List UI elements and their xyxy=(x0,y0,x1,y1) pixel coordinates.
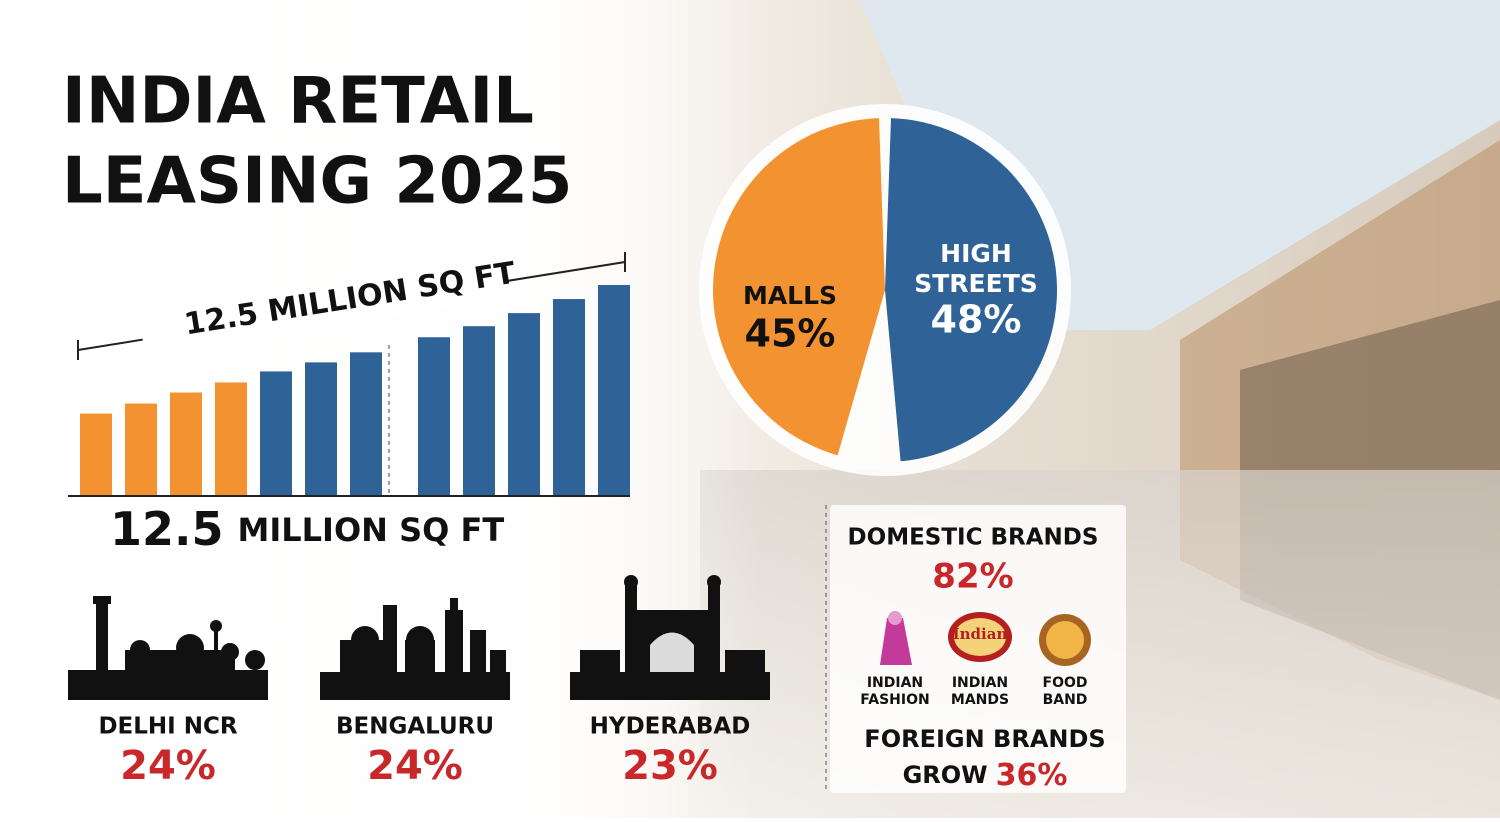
bar xyxy=(598,285,630,495)
bar xyxy=(463,326,495,495)
bar xyxy=(215,382,247,495)
fashion-icon xyxy=(880,611,912,665)
city-value: 24% xyxy=(120,743,216,789)
banner-bg xyxy=(139,261,511,355)
foreign-value: 36% xyxy=(996,758,1068,793)
city-name: BENGALURU xyxy=(336,714,494,740)
pie-value: 48% xyxy=(931,298,1022,342)
icon-label: FASHION xyxy=(860,692,929,708)
badge-text: Indian xyxy=(953,625,1008,643)
foreign-title: FOREIGN BRANDS xyxy=(864,725,1105,753)
bar xyxy=(80,413,112,495)
foreign-line: GROW 36% xyxy=(903,758,1068,793)
icon-label: MANDS xyxy=(951,692,1009,708)
domestic-title: DOMESTIC BRANDS xyxy=(848,525,1099,551)
city-value: 23% xyxy=(622,743,718,789)
city-name: HYDERABAD xyxy=(590,714,751,740)
title-line: LEASING 2025 xyxy=(62,145,572,219)
pie-label: HIGH xyxy=(940,239,1012,268)
icon-label: FOOD xyxy=(1043,675,1088,691)
total: 12.5 MILLION SQ FT xyxy=(110,502,504,556)
city-name: DELHI NCR xyxy=(98,714,237,740)
bar xyxy=(125,403,157,495)
title-line: INDIA RETAIL xyxy=(62,65,534,139)
bar xyxy=(170,392,202,495)
pie-label: MALLS xyxy=(743,281,837,310)
pie-label: STREETS xyxy=(914,269,1038,298)
icon-label: BAND xyxy=(1043,692,1088,708)
foreign-prefix: GROW xyxy=(903,761,988,789)
pie-value: 45% xyxy=(745,312,836,356)
delhi-skyline xyxy=(68,596,268,700)
bar xyxy=(350,352,382,495)
bar xyxy=(260,371,292,495)
bar xyxy=(553,299,585,495)
total-unit: MILLION SQ FT xyxy=(238,511,505,549)
bar xyxy=(418,337,450,495)
domestic-value: 82% xyxy=(932,557,1013,597)
total-number: 12.5 xyxy=(110,502,224,556)
icon-label: INDIAN xyxy=(867,675,923,691)
brand-badge-icon xyxy=(948,612,1012,662)
bengaluru-skyline xyxy=(320,598,510,700)
bar xyxy=(305,362,337,495)
bar xyxy=(508,313,540,495)
pie-slice xyxy=(885,118,1057,462)
food-icon xyxy=(1039,614,1091,666)
icon-label: INDIAN xyxy=(952,675,1008,691)
city-value: 24% xyxy=(367,743,463,789)
pie-slice xyxy=(713,118,885,456)
hyderabad-skyline xyxy=(570,575,770,700)
